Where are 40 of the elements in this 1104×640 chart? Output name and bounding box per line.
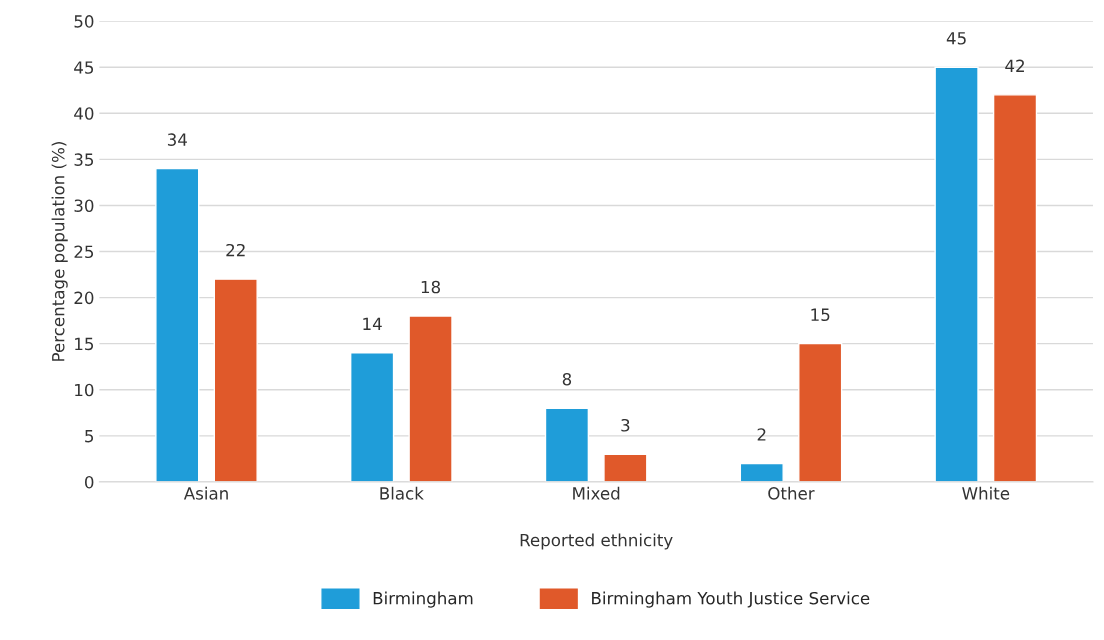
y-tick-label: 0 [84, 475, 94, 489]
y-tick-label: 30 [74, 199, 94, 213]
bar [603, 453, 648, 482]
data-label: 3 [621, 418, 630, 432]
data-label: 42 [1005, 59, 1024, 72]
data-label: 45 [946, 32, 966, 45]
bar [992, 94, 1038, 482]
bar [349, 352, 395, 482]
legend-label: Birmingham [373, 591, 473, 608]
y-tick-label: 40 [74, 107, 94, 120]
bar [934, 66, 979, 482]
x-tick-label: Asian [183, 486, 228, 500]
bar [798, 342, 843, 482]
bar [213, 278, 258, 482]
y-tick-label: 45 [74, 61, 94, 74]
x-tick-label: White [962, 486, 1010, 500]
bar [544, 407, 590, 482]
y-tick-label: 35 [74, 153, 94, 166]
x-tick-label: Black [380, 486, 424, 500]
bar [408, 315, 453, 482]
y-tick-label: 15 [75, 337, 94, 351]
y-tick-label: 20 [74, 291, 94, 305]
y-axis-title: Percentage population (%) [51, 142, 68, 361]
data-label: 34 [167, 133, 187, 146]
data-label: 15 [811, 308, 830, 322]
data-label: 8 [562, 372, 572, 386]
y-tick-label: 50 [74, 15, 94, 28]
x-tick-label: Other [768, 486, 815, 500]
data-label: 2 [757, 428, 766, 441]
data-label: 18 [421, 280, 441, 294]
x-axis-title: Reported ethnicity [520, 533, 673, 550]
legend-label: Birmingham Youth Justice Service [592, 591, 870, 608]
bar [739, 462, 784, 482]
y-tick-label: 10 [75, 383, 94, 397]
y-tick-label: 5 [85, 430, 94, 443]
bar [155, 167, 200, 482]
y-tick-label: 25 [74, 245, 94, 259]
data-label: 14 [363, 317, 382, 330]
data-label: 22 [226, 243, 245, 257]
x-tick-label: Mixed [573, 486, 620, 500]
